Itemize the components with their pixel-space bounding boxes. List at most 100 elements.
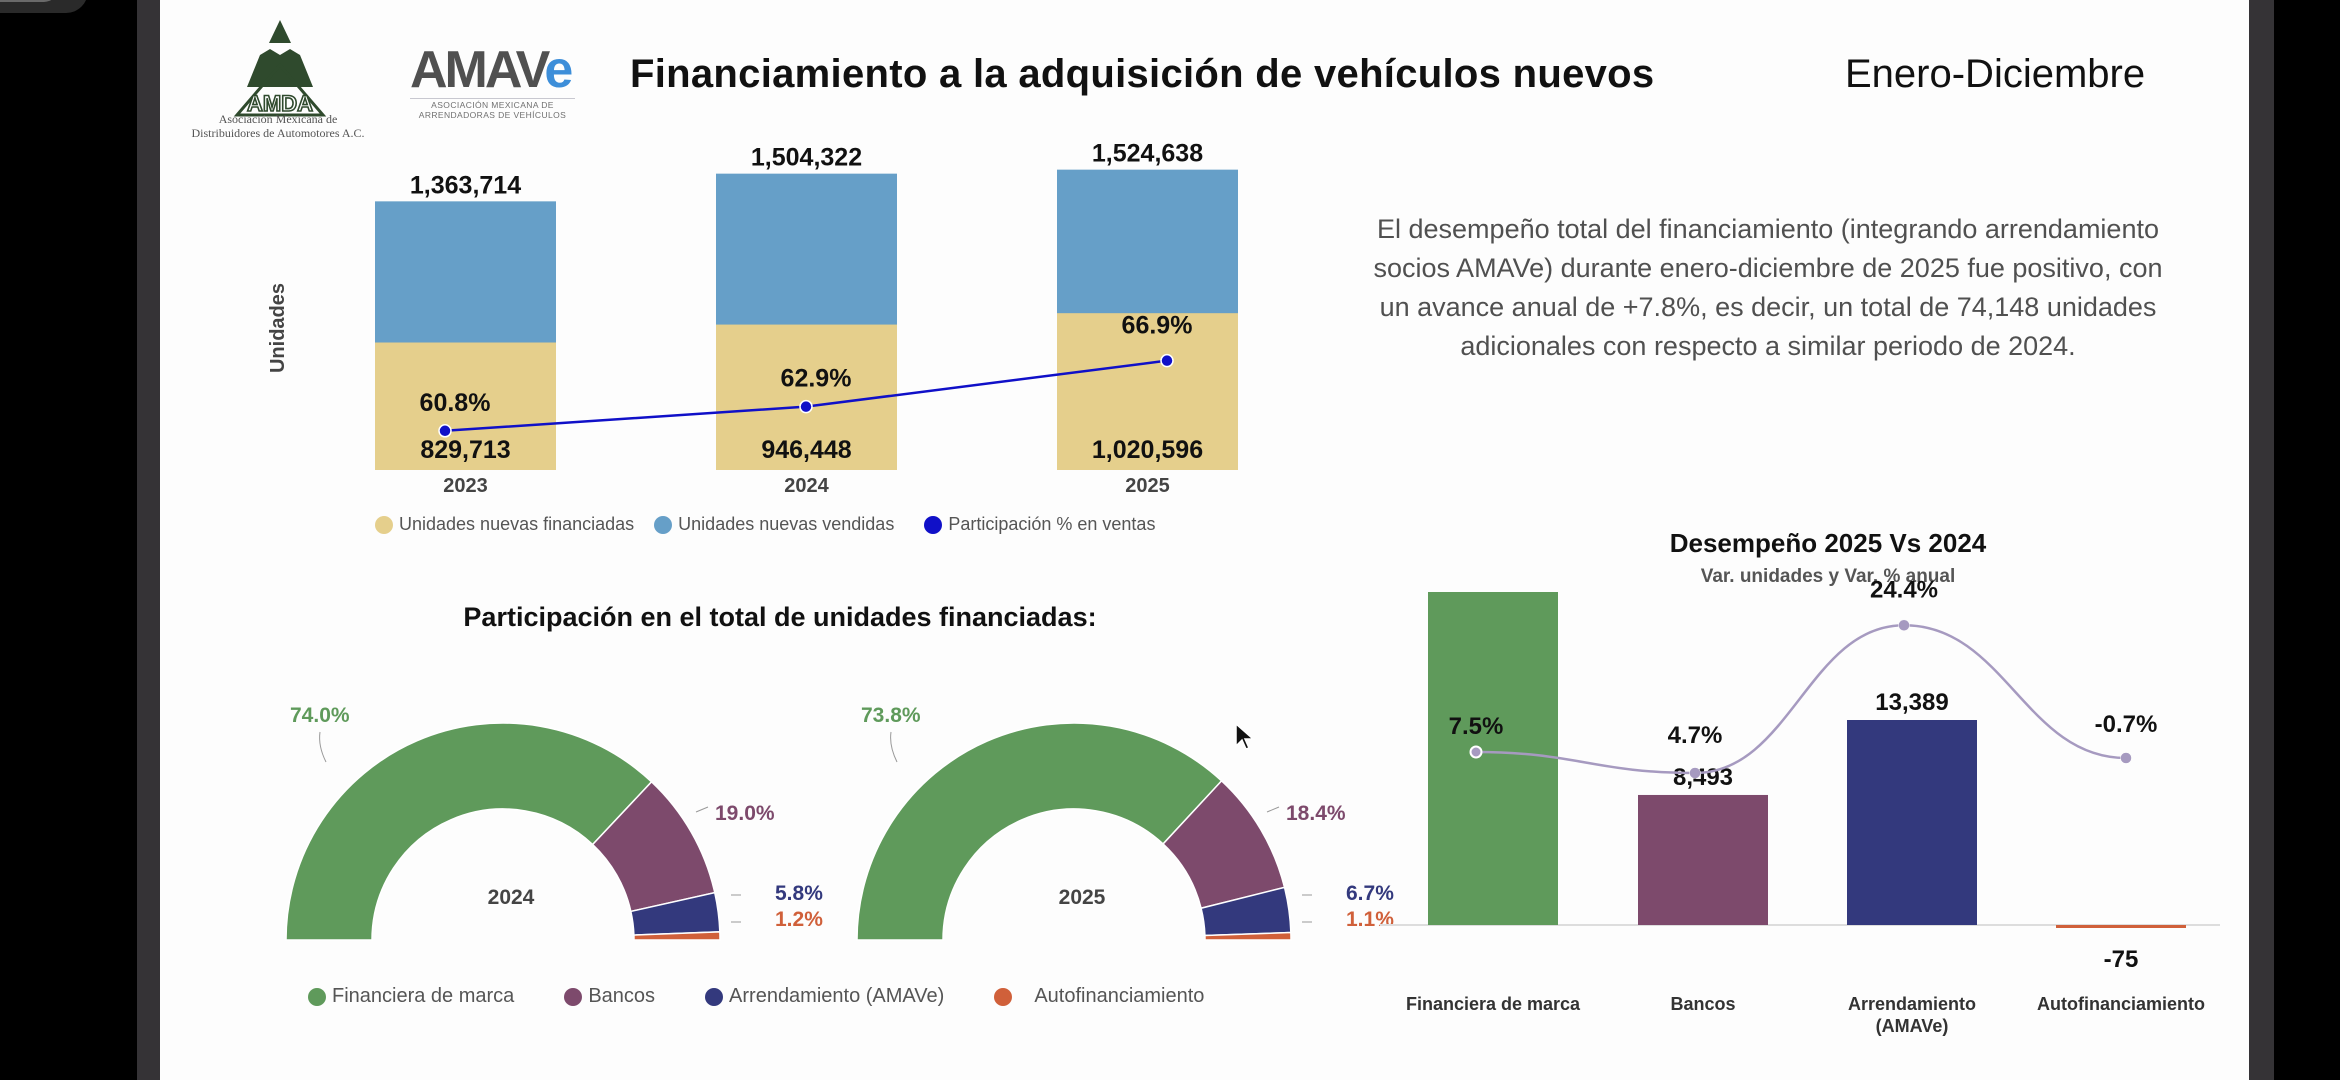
donut-segment-2024-0 (285, 722, 653, 941)
period-label: Enero-Diciembre (1845, 52, 2146, 96)
var-percent-label: 7.5% (1449, 713, 1504, 740)
bar-label-financed: 829,713 (420, 436, 510, 464)
slide: AMDA Asociación Mexicana de Distribuidor… (160, 0, 2249, 1080)
donut-segment-2024-3 (633, 931, 721, 941)
performance-category-label: Bancos (1670, 994, 1735, 1014)
performance-category-label: Autofinanciamiento (2037, 994, 2205, 1014)
var-percent-point (1689, 767, 1701, 779)
bar-financed-2023 (375, 342, 556, 470)
legend-label-autofinanciamiento: Autofinanciamiento (1034, 985, 1205, 1007)
right-frame-band (2249, 0, 2274, 1080)
leader-line (695, 806, 709, 813)
amda-caption: Asociación Mexicana de Distribuidores de… (178, 112, 378, 140)
legend-dot-sold (654, 515, 673, 534)
amave-divider (410, 98, 575, 99)
donut-legend: Financiera de marca Bancos Arrendamiento… (308, 985, 1254, 1008)
performance-title: Desempeño 2025 Vs 2024 (1670, 528, 1987, 558)
legend-item-arrendamiento: Arrendamiento (AMAVe) (705, 985, 944, 1008)
summary-text: El desempeño total del financiamiento (i… (1373, 214, 2163, 361)
legend-dot-financiera (308, 987, 326, 1006)
legend-label-bancos: Bancos (588, 985, 656, 1007)
x-tick-label: 2025 (1125, 475, 1170, 497)
donut-label: 6.7% (1346, 882, 1394, 905)
legend-dot-arrendamiento (705, 987, 724, 1006)
bar-label-financed: 946,448 (761, 436, 851, 464)
amave-logo-main: AMAV (410, 41, 547, 99)
left-frame-band (137, 0, 160, 1080)
legend-item-financed: Unidades nuevas financiadas (375, 514, 634, 535)
donut-center-label: 2025 (1059, 886, 1106, 909)
donut-center-label: 2024 (488, 886, 535, 909)
performance-category-label: Arrendamiento (1848, 994, 1976, 1014)
donut-label: 5.8% (775, 882, 823, 905)
var-percent-point (2120, 752, 2132, 764)
donut-segment-2025-0 (856, 722, 1223, 941)
x-tick-label: 2023 (443, 475, 488, 497)
amave-caption: ASOCIACIÓN MEXICANA DE ARRENDADORAS DE V… (410, 100, 575, 120)
amave-caption-line1: ASOCIACIÓN MEXICANA DE (431, 100, 554, 110)
var-percent-label: -0.7% (2095, 711, 2158, 738)
performance-bar-0 (1428, 592, 1558, 925)
units-chart: Unidades 1,363,714 829,713 2023 1,504,322 94… (267, 140, 1238, 497)
amave-logo: AMAVe (410, 40, 573, 100)
bar-label-sold: 1,363,714 (410, 171, 521, 199)
amda-caption-line2: Distribuidores de Automotores A.C. (191, 126, 365, 140)
bar-financed-2025 (1057, 313, 1238, 470)
participation-label: 60.8% (420, 389, 491, 417)
var-percent-line (1475, 623, 2127, 775)
bar-label-financed: 1,020,596 (1092, 436, 1203, 464)
participation-label: 66.9% (1122, 312, 1193, 340)
bar-label-sold: 1,524,638 (1092, 140, 1203, 168)
units-y-axis-label: Unidades (267, 283, 289, 373)
legend-label-arrendamiento: Arrendamiento (AMAVe) (729, 985, 945, 1007)
participation-point (799, 399, 813, 414)
legend-label-financed: Unidades nuevas financiadas (399, 514, 635, 534)
legend-label-participation: Participación % en ventas (948, 514, 1156, 534)
participation-point (1160, 353, 1174, 368)
leader-line (319, 731, 327, 763)
legend-dot-bancos (564, 987, 583, 1006)
window-control-chip-inner (0, 0, 58, 2)
legend-item-autofinanciamiento: Autofinanciamiento (994, 985, 1204, 1008)
performance-category-label: (AMAVe) (1876, 1016, 1949, 1036)
performance-bar-2 (1847, 720, 1977, 925)
legend-dot-autofinanciamiento (994, 987, 1013, 1006)
legend-label-financiera: Financiera de marca (332, 985, 515, 1007)
donut-label: 19.0% (715, 802, 775, 825)
performance-subtitle: Var. unidades y Var. % anual (1701, 566, 1956, 587)
donut-label: 1.2% (775, 908, 823, 931)
amda-logo-icon: AMDA (233, 20, 327, 117)
legend-item-financiera: Financiera de marca (308, 985, 514, 1008)
amave-logo-accent: e (544, 41, 573, 99)
legend-dot-financed (375, 515, 393, 534)
leader-line (890, 731, 898, 763)
var-percent-label: 24.4% (1870, 576, 1938, 603)
donut-label: 74.0% (290, 704, 350, 727)
performance-category-label: Financiera de marca (1406, 994, 1581, 1014)
performance-bar-label: -75 (2104, 946, 2139, 973)
bar-label-sold: 1,504,322 (751, 144, 862, 172)
donut-label: 73.8% (861, 704, 921, 727)
legend-item-participation: Participación % en ventas (924, 514, 1155, 535)
legend-item-bancos: Bancos (564, 985, 655, 1008)
donut-section-title: Participación en el total de unidades fi… (463, 602, 1097, 632)
performance-bar-label: 13,389 (1875, 689, 1948, 716)
performance-chart: Desempeño 2025 Vs 2024 Var. unidades y V… (1380, 528, 2220, 1036)
bar-financed-2024 (716, 324, 897, 470)
var-percent-label: 4.7% (1668, 722, 1723, 749)
donut-label: 18.4% (1286, 802, 1346, 825)
donut-charts: 74.0%19.0%5.8%1.2%202473.8%18.4%6.7%1.1%… (285, 704, 1394, 941)
x-tick-label: 2024 (784, 475, 829, 497)
legend-dot-participation (924, 515, 943, 534)
amave-caption-line2: ARRENDADORAS DE VEHÍCULOS (418, 110, 567, 120)
donut-segment-2025-3 (1204, 931, 1292, 941)
leader-line (1266, 806, 1280, 813)
var-percent-point (1898, 619, 1910, 631)
units-legend: Unidades nuevas financiadas Unidades nue… (375, 514, 1175, 535)
window-control-chip (0, 0, 88, 13)
participation-point (438, 424, 452, 438)
legend-item-sold: Unidades nuevas vendidas (654, 514, 894, 535)
page-title: Financiamiento a la adquisición de vehíc… (630, 52, 1655, 96)
svg-text:AMDA: AMDA (247, 91, 313, 116)
mouse-cursor-icon (1235, 722, 1255, 750)
